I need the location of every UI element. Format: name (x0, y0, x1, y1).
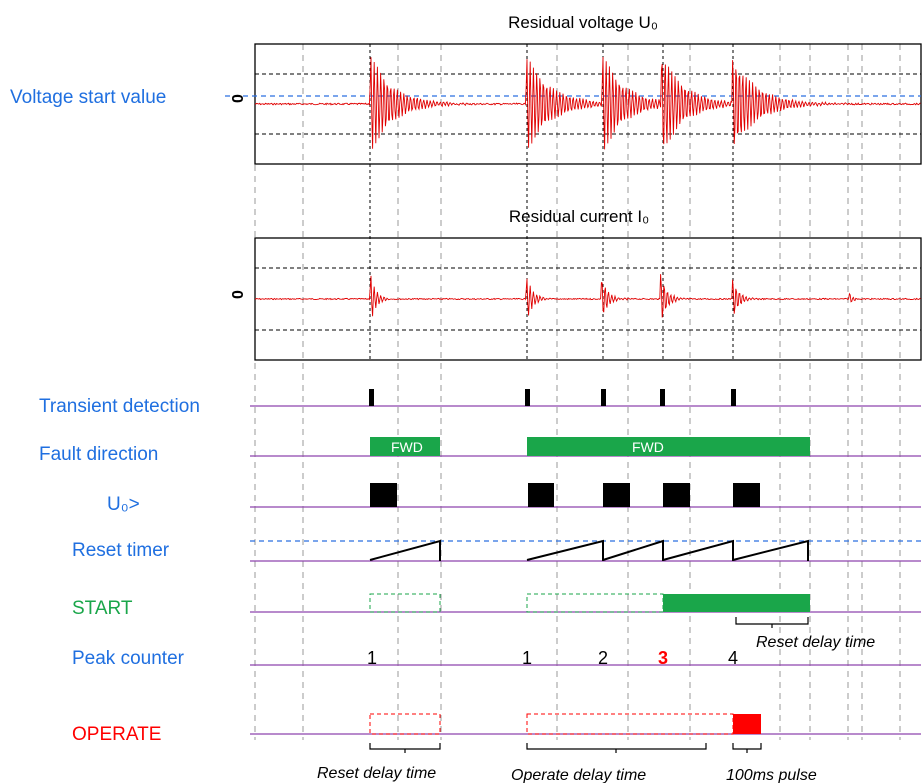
voltage-title: Residual voltage U₀ (508, 13, 658, 32)
u0-block (663, 483, 690, 507)
label-transient-detection: Transient detection (39, 396, 200, 417)
reset-delay-bracket-bottom (369, 743, 441, 753)
label-operate: OPERATE (72, 724, 161, 745)
peak-count-operate: 3 (658, 648, 668, 668)
transient-pulse (601, 389, 606, 406)
operate-pending-box (369, 713, 441, 735)
operate-pulse (733, 714, 761, 734)
pulse-label: 100ms pulse (726, 767, 817, 783)
label-peak-counter: Peak counter (72, 648, 185, 669)
peak-count: 4 (728, 648, 738, 668)
current-waveform (254, 274, 921, 318)
u0-block (370, 483, 397, 507)
reset-delay-bottom-label: Reset delay time (317, 765, 436, 782)
voltage-plot (225, 43, 922, 165)
u0-block (733, 483, 760, 507)
current-zero-label: 0 (230, 290, 247, 299)
transient-pulse (731, 389, 736, 406)
transient-pulse (369, 389, 374, 406)
transient-pulses (369, 389, 736, 406)
start-pending-box (526, 593, 664, 613)
start-pending-box (369, 593, 441, 613)
u0-block (603, 483, 630, 507)
transient-pulse (660, 389, 665, 406)
current-title: Residual current I₀ (509, 207, 649, 226)
operate-delay-label: Operate delay time (511, 767, 646, 783)
label-u0: U₀> (107, 494, 140, 515)
operate-delay-bracket (526, 743, 707, 753)
reset-timer-ramps (369, 539, 809, 561)
label-reset-timer: Reset timer (72, 540, 170, 561)
u0-block (528, 483, 554, 507)
voltage-zero-label: 0 (230, 94, 247, 103)
label-start: START (72, 598, 133, 619)
reset-delay-bracket-right (735, 617, 809, 628)
current-plot (254, 237, 922, 361)
transient-pulse (525, 389, 530, 406)
voltage-waveform (254, 56, 921, 150)
peak-count: 2 (598, 648, 608, 668)
label-fault-direction: Fault direction (39, 444, 158, 465)
vertical-guide-lines (254, 44, 901, 740)
fault-direction-fwd-label: FWD (632, 439, 664, 455)
operate-pending-box (526, 713, 734, 735)
u0-blocks (370, 483, 760, 507)
start-active-bar (663, 594, 810, 612)
peak-count: 1 (367, 648, 377, 668)
pulse-bracket (732, 743, 762, 753)
peak-count: 1 (522, 648, 532, 668)
fault-direction-fwd-label: FWD (391, 439, 423, 455)
voltage-start-label: Voltage start value (10, 87, 166, 108)
reset-delay-right-label: Reset delay time (756, 634, 875, 651)
fault-direction-bar (370, 437, 440, 456)
fault-direction-bar (527, 437, 810, 456)
